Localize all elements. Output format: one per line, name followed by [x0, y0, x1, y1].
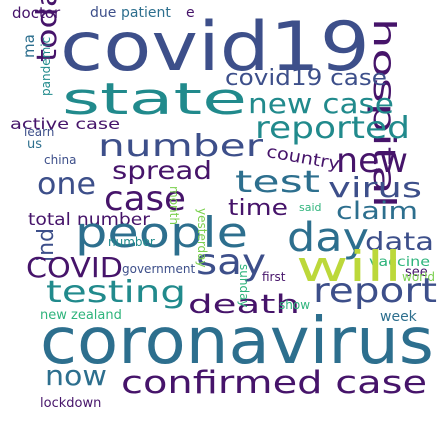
- word-now: now: [45, 359, 107, 392]
- word-say: say: [196, 242, 267, 283]
- word-data: data: [365, 227, 434, 256]
- word-covid: COVID: [26, 251, 124, 284]
- word-see: see: [405, 265, 428, 280]
- word-world: world: [402, 270, 436, 284]
- word-learn: learn: [24, 125, 55, 139]
- word-first: first: [262, 270, 286, 284]
- word-people: people: [75, 208, 248, 257]
- word-active-case: active case: [10, 115, 121, 133]
- word-new-zealand: new zealand: [40, 308, 122, 323]
- word-us: us: [27, 137, 43, 152]
- word-covid19-case: covid19 case: [225, 66, 387, 91]
- word-one: one: [37, 167, 97, 202]
- word-yesterday: yesterday: [195, 208, 209, 268]
- word-spread: spread: [112, 156, 213, 185]
- word-total-number: total number: [28, 210, 151, 230]
- word-covid19: covid19: [60, 8, 370, 87]
- word-claim: claim: [336, 197, 419, 225]
- word-test: test: [235, 165, 320, 200]
- word-sunday: sunday: [237, 264, 251, 308]
- word-e: e: [186, 5, 195, 21]
- word-government: government: [122, 262, 196, 276]
- word-time: time: [228, 196, 289, 221]
- word-ma: ma: [20, 34, 38, 58]
- word-doctor: doctor: [12, 4, 61, 22]
- word-pandemic: pandemic: [39, 36, 53, 96]
- word-new-case: new case: [248, 87, 394, 120]
- word-virus: virus: [328, 171, 422, 204]
- word-number-small: number: [108, 235, 155, 249]
- word-death: death: [188, 290, 300, 320]
- word-new: new: [336, 141, 408, 181]
- word-vaccine: vaccine: [369, 255, 431, 270]
- word-lockdown: lockdown: [40, 396, 102, 411]
- word-china: china: [44, 153, 77, 167]
- word-will: will: [296, 242, 402, 291]
- word-month: month: [167, 186, 181, 225]
- word-testing: testing: [46, 275, 187, 310]
- word-week: week: [380, 309, 417, 325]
- word-coronavirus: coronavirus: [40, 305, 434, 379]
- word-confirmed-case: confirmed case: [121, 365, 428, 401]
- word-said: said: [299, 201, 322, 214]
- word-number: number: [98, 129, 263, 164]
- word-due: due: [90, 5, 117, 21]
- word-case: case: [104, 179, 187, 219]
- word-day: day: [287, 215, 369, 261]
- word-reported: reported: [255, 111, 410, 146]
- word-report: report: [313, 271, 437, 311]
- word-show: show: [279, 298, 311, 312]
- word-patient: patient: [121, 5, 171, 21]
- word-state: state: [62, 74, 248, 125]
